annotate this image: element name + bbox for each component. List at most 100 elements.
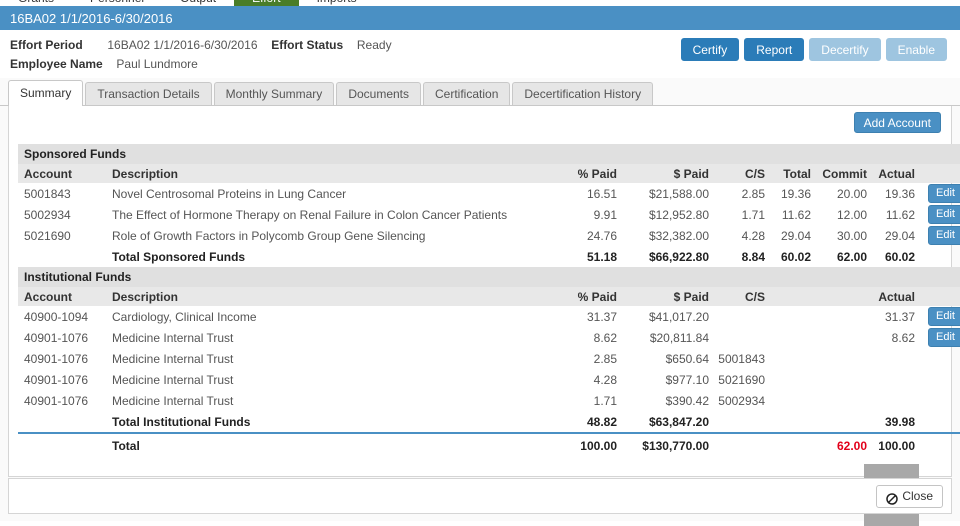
table-row: 40901-1076 Medicine Internal Trust 8.62 $20… <box>18 327 960 348</box>
cell-blank1 <box>772 306 818 327</box>
cell-blank2 <box>818 411 874 433</box>
edit-button[interactable]: Edit <box>928 184 960 203</box>
tab-transaction-details[interactable]: Transaction Details <box>85 82 212 106</box>
cell-blank2 <box>818 390 874 411</box>
window-title: 16BA02 1/1/2016-6/30/2016 <box>10 10 173 26</box>
cell-description: Cardiology, Clinical Income <box>112 309 257 324</box>
report-button[interactable]: Report <box>744 38 805 61</box>
window-title-bar: 16BA02 1/1/2016-6/30/2016 <box>0 6 960 30</box>
column-header-blank-inst <box>818 287 874 306</box>
column-header-description: Description <box>106 164 558 183</box>
effort-period-row: Effort Period 16BA02 1/1/2016-6/30/2016 … <box>10 36 392 55</box>
effort-status-value: Ready <box>356 38 392 52</box>
tab-bar: Summary Transaction Details Monthly Summar… <box>8 80 655 106</box>
column-header-actions <box>922 164 960 183</box>
summary-panel: Add Account Sponsored Funds Account Descri… <box>8 106 960 526</box>
cell-dollar-paid: $130,770.00 <box>624 432 716 458</box>
menu-item-grants[interactable]: Grants <box>0 0 72 6</box>
edit-button[interactable]: Edit <box>928 226 960 245</box>
cell-account <box>18 411 106 433</box>
employee-name-value: Paul Lundmore <box>116 57 198 71</box>
cell-account: 40901-1076 <box>24 351 89 366</box>
cell-blank2 <box>818 327 874 348</box>
close-button-label: Close <box>902 489 933 503</box>
decertify-button: Decertify <box>809 38 881 61</box>
menu-item-personnel[interactable]: Personnel <box>72 0 162 6</box>
column-header-description-inst: Description <box>106 287 558 306</box>
cell-description: Medicine Internal Trust <box>112 372 234 387</box>
cell-total <box>772 432 818 458</box>
edit-cell <box>922 369 960 390</box>
edit-button[interactable]: Edit <box>928 328 960 347</box>
add-account-wrap: Add Account <box>853 112 941 133</box>
edit-cell[interactable]: Edit <box>922 306 960 327</box>
menu-item-effort[interactable]: Effort <box>234 0 299 6</box>
cell-commit: 30.00 <box>836 228 867 243</box>
section-header-sponsored: Sponsored Funds <box>18 144 960 164</box>
cell-cs: 5002934 <box>718 393 765 408</box>
cell-total: 60.02 <box>780 249 811 264</box>
column-header-actual: Actual <box>874 164 922 183</box>
table-row: 40901-1076 Medicine Internal Trust 4.28 $97… <box>18 369 960 390</box>
cell-dollar-paid: $21,588.00 <box>648 186 709 201</box>
cell-actual: 11.62 <box>885 207 915 222</box>
cell-dollar-paid: $32,382.00 <box>648 228 709 243</box>
header-zone: Effort Period 16BA02 1/1/2016-6/30/2016 … <box>0 30 960 78</box>
column-header-commit: Commit <box>818 164 874 183</box>
close-button[interactable]: Close <box>876 485 943 508</box>
cell-pct-paid: 24.76 <box>586 228 617 243</box>
menu-item-output[interactable]: Output <box>162 0 234 6</box>
add-account-button[interactable]: Add Account <box>853 112 941 133</box>
cell-pct-paid: 1.71 <box>593 393 617 408</box>
effort-summary-table: Sponsored Funds Account Description% Paid $… <box>18 144 960 458</box>
edit-cell[interactable]: Edit <box>922 225 960 246</box>
table-row: 5001843 Novel Centrosomal Proteins in Lun… <box>18 183 960 204</box>
section-title-sponsored: Sponsored Funds <box>18 144 960 164</box>
employee-name-row: Employee Name Paul Lundmore <box>10 55 392 74</box>
cell-actual: 100.00 <box>874 432 922 458</box>
cell-pct-paid: 31.37 <box>586 309 617 324</box>
column-header-row-sponsored: Account Description% Paid $ Paid C/S Total Co… <box>18 164 960 183</box>
app-menu-bar: GrantsPersonnelOutputEffortImports <box>0 0 960 6</box>
tab-documents[interactable]: Documents <box>336 82 422 106</box>
cell-pct-paid: 9.91 <box>593 207 617 222</box>
tab-decertification-history[interactable]: Decertification History <box>512 82 654 106</box>
cell-description: Medicine Internal Trust <box>112 330 234 345</box>
cell-account: 5021690 <box>24 228 71 243</box>
cell-dollar-paid: $390.42 <box>665 393 709 408</box>
tab-certification[interactable]: Certification <box>423 82 511 106</box>
cell-dollar-paid: $12,952.80 <box>648 207 709 222</box>
tab-summary[interactable]: Summary <box>8 80 84 106</box>
cell-description: Medicine Internal Trust <box>112 393 234 408</box>
cell-account: 40900-1094 <box>24 309 89 324</box>
cell-pct-paid: 8.62 <box>593 330 617 345</box>
total-row-institutional: Total Institutional Funds 48.82 $63,847.20… <box>18 411 960 433</box>
edit-cell[interactable]: Edit <box>922 327 960 348</box>
employee-name-label: Employee Name <box>10 57 103 71</box>
ban-icon <box>886 491 899 505</box>
cell-pct-paid: 51.18 <box>586 249 617 264</box>
table-row: 5021690 Role of Growth Factors in Polycom… <box>18 225 960 246</box>
cell-account: 5002934 <box>24 207 71 222</box>
edit-button[interactable]: Edit <box>928 307 960 326</box>
cell-pct-paid: 48.82 <box>586 414 617 429</box>
cell-account: 5001843 <box>24 186 71 201</box>
cell-cs: 8.84 <box>741 249 765 264</box>
cell-cs: 5021690 <box>718 372 765 387</box>
cell-description: The Effect of Hormone Therapy on Renal F… <box>112 207 508 222</box>
cell-account: 40901-1076 <box>24 393 89 408</box>
edit-button[interactable]: Edit <box>928 205 960 224</box>
effort-period-value: 16BA02 1/1/2016-6/30/2016 <box>107 38 258 52</box>
cell-pct-paid: 16.51 <box>586 186 617 201</box>
edit-cell[interactable]: Edit <box>922 204 960 225</box>
certify-button[interactable]: Certify <box>680 38 740 61</box>
menu-item-imports[interactable]: Imports <box>299 0 375 6</box>
edit-cell[interactable]: Edit <box>922 183 960 204</box>
column-header-actual-inst: Actual <box>874 287 922 306</box>
action-button-group: Certify Report Decertify Enable <box>680 38 947 61</box>
effort-meta: Effort Period 16BA02 1/1/2016-6/30/2016 … <box>10 36 392 74</box>
tab-monthly-summary[interactable]: Monthly Summary <box>213 82 335 106</box>
cell-cs <box>716 411 772 433</box>
cell-cs: 4.28 <box>741 228 765 243</box>
